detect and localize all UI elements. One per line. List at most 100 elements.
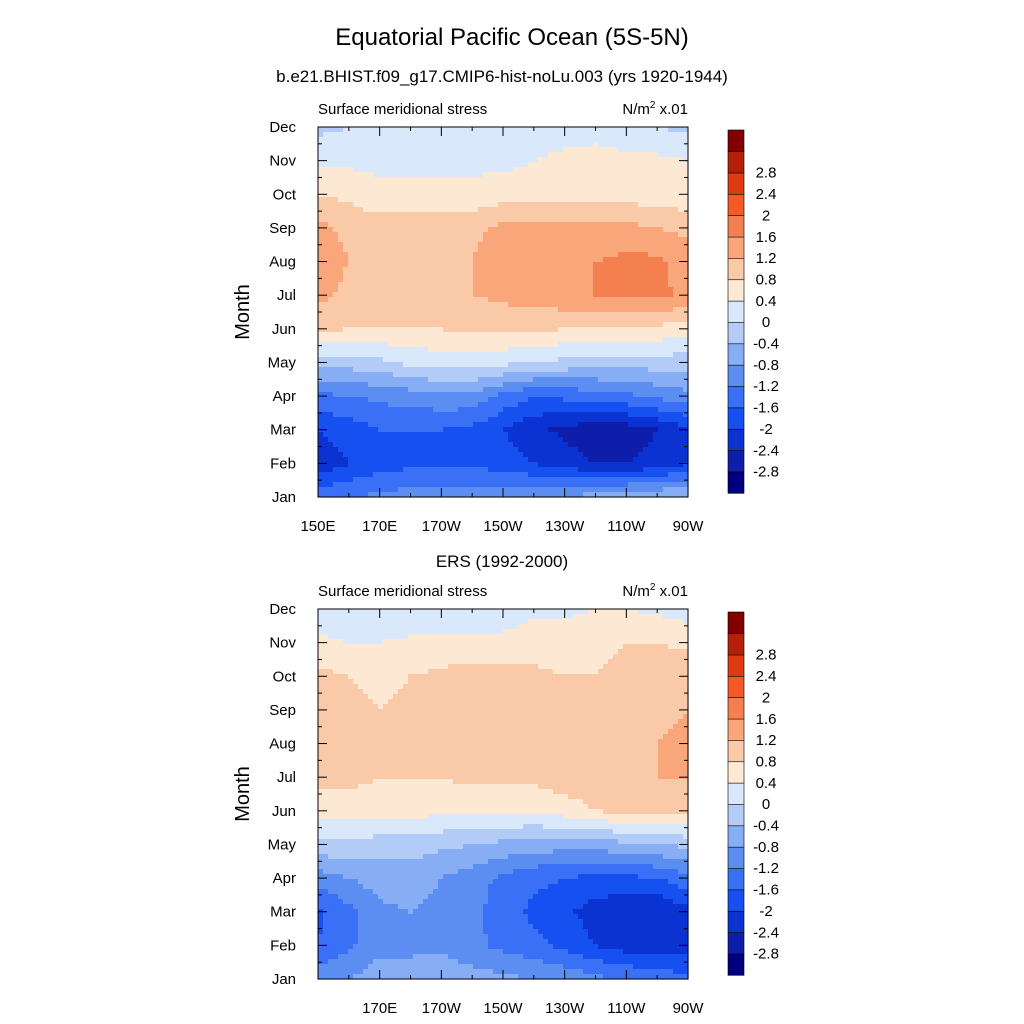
contour-cell [453,437,459,443]
contour-cell [563,137,569,143]
contour-cell [563,252,569,258]
contour-cell [348,177,354,183]
contour-cell [373,177,379,183]
contour-cell [493,397,499,403]
contour-cell [673,172,679,178]
contour-cell [503,127,509,133]
contour-cell [458,132,464,138]
contour-cell [333,407,339,413]
contour-cell [318,437,324,443]
contour-cell [328,157,334,163]
contour-cell [423,427,429,433]
contour-cell [478,412,484,418]
contour-cell [488,242,494,248]
contour-cell [603,192,609,198]
contour-cell [408,432,414,438]
contour-cell [508,242,514,248]
contour-cell [493,252,499,258]
contour-cell [513,127,519,133]
contour-cell [388,192,394,198]
contour-cell [338,172,344,178]
contour-cell [458,187,464,193]
contour-cell [653,167,659,173]
contour-cell [373,352,379,358]
contour-cell [458,142,464,148]
contour-cell [473,307,479,313]
contour-cell [433,267,439,273]
contour-cell [648,167,654,173]
contour-cell [353,302,359,308]
contour-cell [588,377,594,383]
contour-cell [398,207,404,213]
contour-cell [368,132,374,138]
contour-cell [343,442,349,448]
contour-cell [618,272,624,278]
contour-cell [438,157,444,163]
contour-cell [628,127,634,133]
contour-cell [438,302,444,308]
contour-cell [338,257,344,263]
contour-cell [463,227,469,233]
contour-cell [658,147,664,153]
contour-cell [683,347,689,353]
contour-cell [643,432,649,438]
contour-cell [543,322,549,328]
contour-cell [363,432,369,438]
contour-cell [358,132,364,138]
contour-cell [323,177,329,183]
contour-cell [548,257,554,263]
contour-cell [483,242,489,248]
contour-cell [538,202,544,208]
contour-cell [373,437,379,443]
contour-cell [413,362,419,368]
contour-cell [473,442,479,448]
contour-cell [463,287,469,293]
contour-cell [508,372,514,378]
contour-cell [393,417,399,423]
contour-cell [503,432,509,438]
contour-cell [513,162,519,168]
contour-cell [493,452,499,458]
contour-cell [683,392,689,398]
contour-cell [488,237,494,243]
contour-cell [443,272,449,278]
contour-cell [468,282,474,288]
contour-cell [418,307,424,313]
contour-cell [448,407,454,413]
contour-cell [628,222,634,228]
contour-cell [463,367,469,373]
contour-cell [568,252,574,258]
contour-cell [638,222,644,228]
contour-cell [568,282,574,288]
contour-cell [388,357,394,363]
contour-cell [563,177,569,183]
contour-cell [503,212,509,218]
contour-cell [363,382,369,388]
contour-cell [578,297,584,303]
contour-cell [458,407,464,413]
contour-cell [583,457,589,463]
contour-cell [673,307,679,313]
contour-cell [458,257,464,263]
contour-cell [613,132,619,138]
contour-cell [473,337,479,343]
contour-cell [343,277,349,283]
contour-cell [448,377,454,383]
contour-cell [548,372,554,378]
contour-cell [563,247,569,253]
contour-cell [378,207,384,213]
contour-cell [533,412,539,418]
contour-cell [568,452,574,458]
contour-cell [343,232,349,238]
contour-cell [383,287,389,293]
contour-cell [338,217,344,223]
contour-cell [638,412,644,418]
contour-cell [668,252,674,258]
contour-cell [393,237,399,243]
contour-cell [368,297,374,303]
contour-cell [338,187,344,193]
contour-cell [563,322,569,328]
contour-cell [558,382,564,388]
contour-cell [653,242,659,248]
contour-cell [468,242,474,248]
